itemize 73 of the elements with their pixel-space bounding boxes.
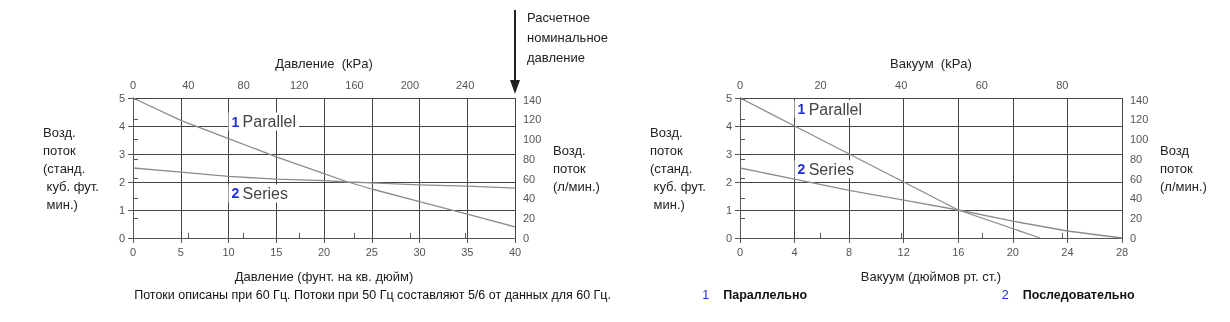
y-tick-label: 5 <box>118 92 125 104</box>
x2-tick-label: 240 <box>455 78 475 91</box>
text: 2 Последовательно <box>1001 288 1135 302</box>
x-tick-label: 20 <box>317 245 331 258</box>
x-tick-label: 20 <box>1006 245 1019 258</box>
y2-tick-label: 100 <box>1130 133 1149 146</box>
y2-tick-label: 120 <box>523 113 542 126</box>
y2-tick-label: 0 <box>523 232 530 244</box>
x2-tick-label: 80 <box>237 78 250 91</box>
x2-tick-label: 120 <box>289 78 309 91</box>
y2-tick-label: 40 <box>523 192 536 205</box>
x-tick-label: 4 <box>791 245 798 258</box>
y-tick-label: 5 <box>725 92 732 104</box>
x-tick-label: 25 <box>365 245 378 258</box>
x2-tick-label: 200 <box>400 78 419 91</box>
series-label: 1 Parallel <box>797 100 863 118</box>
y-axis-title: Возд. поток (станд. куб. фут. мин.) <box>43 124 99 212</box>
text: 1 Параллельно <box>702 288 808 302</box>
x-tick-label: 16 <box>952 245 965 258</box>
x2-axis-title: Давление (kPa) <box>275 56 373 71</box>
y2-tick-label: 140 <box>523 93 542 106</box>
y2-tick-label: 140 <box>1130 93 1149 106</box>
x-axis-title: Давление (фунт. на кв. дюйм) <box>234 269 414 284</box>
y-tick-label: 3 <box>118 148 125 160</box>
text: Расчетное номинальное давление <box>527 9 609 67</box>
x-tick-label: 15 <box>270 245 283 258</box>
x2-tick-label: 80 <box>1056 78 1069 91</box>
y-tick-label: 1 <box>118 204 125 216</box>
y2-axis-title: Возд. поток (л/мин.) <box>553 142 600 194</box>
x-tick-label: 5 <box>177 245 184 258</box>
y-tick-label: 0 <box>725 232 732 244</box>
y-tick-label: 2 <box>118 176 125 188</box>
x2-tick-label: 20 <box>814 78 827 91</box>
x2-tick-label: 160 <box>345 78 364 91</box>
x-tick-label: 10 <box>222 245 235 258</box>
y2-tick-label: 20 <box>523 212 536 225</box>
text: Потоки описаны при 60 Гц. Потоки при 50 Гц составляют 5/6 от данных для 60 Гц. <box>134 288 611 302</box>
y-tick-label: 3 <box>725 148 732 160</box>
x-tick-label: 0 <box>736 245 744 258</box>
y-tick-label: 1 <box>725 204 732 216</box>
x-tick-label: 8 <box>846 245 853 258</box>
x2-tick-label: 0 <box>736 78 744 91</box>
x-tick-label: 12 <box>897 245 910 258</box>
x2-tick-label: 40 <box>895 78 908 91</box>
y-axis-title: Возд. поток (станд. куб. фут. мин.) <box>650 124 706 212</box>
y2-tick-label: 60 <box>1130 172 1143 185</box>
x-tick-label: 30 <box>413 245 426 258</box>
y2-tick-label: 60 <box>523 172 536 185</box>
series-label: 2 Series <box>231 184 288 202</box>
x2-tick-label: 40 <box>182 78 195 91</box>
x2-tick-label: 0 <box>129 78 137 91</box>
y2-tick-label: 80 <box>1130 152 1143 165</box>
y2-tick-label: 120 <box>1130 113 1149 126</box>
y2-tick-label: 80 <box>523 152 536 165</box>
y2-axis-title: Возд поток (л/мин.) <box>1160 142 1207 194</box>
x2-tick-label: 60 <box>975 78 988 91</box>
x-tick-label: 35 <box>461 245 474 258</box>
y2-tick-label: 20 <box>1130 212 1143 225</box>
y2-tick-label: 0 <box>1130 232 1137 244</box>
x-tick-label: 24 <box>1061 245 1074 258</box>
y2-tick-label: 40 <box>1130 192 1143 205</box>
y-tick-label: 4 <box>118 120 125 132</box>
y2-tick-label: 100 <box>523 133 542 146</box>
y-tick-label: 4 <box>725 120 732 132</box>
x2-axis-title: Вакуум (kPa) <box>890 56 972 71</box>
series-label: 1 Parallel <box>231 113 296 131</box>
y-tick-label: 2 <box>725 176 732 188</box>
x-tick-label: 40 <box>508 245 522 258</box>
series-label: 2 Series <box>797 160 855 178</box>
x-tick-label: 28 <box>1115 245 1129 258</box>
y-tick-label: 0 <box>118 232 125 244</box>
x-axis-title: Вакуум (дюймов рт. ст.) <box>860 269 1002 284</box>
x-tick-label: 0 <box>129 245 137 258</box>
